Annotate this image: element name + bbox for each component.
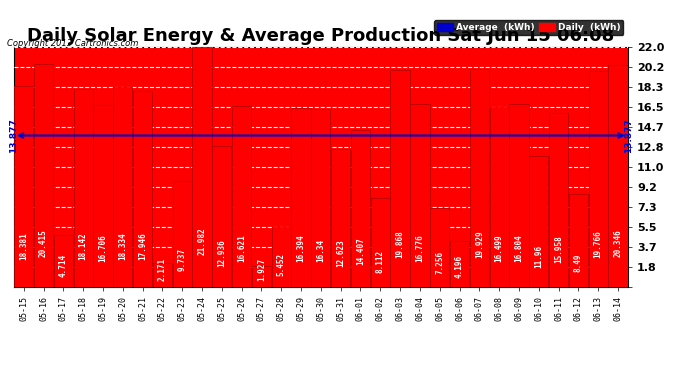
Bar — [489, 107, 509, 287]
Text: 17.946: 17.946 — [138, 232, 147, 260]
Text: 4.196: 4.196 — [455, 255, 464, 278]
Legend: Average  (kWh), Daily  (kWh): Average (kWh), Daily (kWh) — [434, 20, 623, 34]
Text: 20.346: 20.346 — [613, 229, 622, 257]
Text: 18.142: 18.142 — [79, 232, 88, 260]
Bar — [371, 198, 390, 287]
Text: 18.334: 18.334 — [118, 232, 127, 260]
Bar — [569, 194, 588, 287]
Text: 14.407: 14.407 — [356, 237, 365, 265]
Text: 19.766: 19.766 — [593, 230, 602, 258]
Text: 11.96: 11.96 — [534, 245, 543, 268]
Bar — [411, 104, 429, 287]
Bar — [74, 89, 92, 287]
Bar — [549, 113, 568, 287]
Bar — [509, 104, 529, 287]
Bar — [54, 236, 73, 287]
Text: 1.927: 1.927 — [257, 258, 266, 281]
Text: 4.714: 4.714 — [59, 254, 68, 278]
Bar — [430, 208, 449, 287]
Text: 8.49: 8.49 — [574, 254, 583, 273]
Bar — [589, 71, 608, 287]
Bar — [172, 181, 192, 287]
Text: 16.394: 16.394 — [297, 234, 306, 262]
Text: 19.868: 19.868 — [395, 230, 404, 258]
Text: 13.877: 13.877 — [624, 118, 633, 153]
Bar — [213, 146, 231, 287]
Text: 8.112: 8.112 — [376, 250, 385, 273]
Bar — [311, 109, 331, 287]
Text: 13.877: 13.877 — [9, 118, 18, 153]
Text: 16.34: 16.34 — [316, 239, 326, 262]
Bar — [470, 69, 489, 287]
Bar — [331, 149, 351, 287]
Text: 16.776: 16.776 — [415, 234, 424, 262]
Bar — [193, 47, 212, 287]
Title: Daily Solar Energy & Average Production Sat Jun 15 06:08: Daily Solar Energy & Average Production … — [27, 27, 615, 45]
Text: 20.415: 20.415 — [39, 229, 48, 257]
Bar — [391, 70, 410, 287]
Bar — [232, 105, 251, 287]
Text: 7.256: 7.256 — [435, 251, 444, 274]
Text: 2.171: 2.171 — [158, 258, 167, 281]
Bar — [272, 227, 291, 287]
Bar — [529, 156, 549, 287]
Bar — [34, 64, 53, 287]
Bar — [351, 130, 370, 287]
Text: 12.936: 12.936 — [217, 239, 226, 267]
Text: Copyright 2013 Cartronics.com: Copyright 2013 Cartronics.com — [7, 39, 138, 48]
Bar — [93, 105, 112, 287]
Bar — [113, 87, 132, 287]
Text: 16.706: 16.706 — [99, 234, 108, 262]
Text: 16.499: 16.499 — [495, 234, 504, 262]
Text: 18.381: 18.381 — [19, 232, 28, 260]
Bar — [152, 263, 172, 287]
Text: 16.804: 16.804 — [515, 234, 524, 262]
Bar — [291, 108, 310, 287]
Text: 21.982: 21.982 — [197, 227, 206, 255]
Text: 12.623: 12.623 — [336, 239, 345, 267]
Bar — [133, 91, 152, 287]
Text: 15.958: 15.958 — [554, 235, 563, 263]
Bar — [14, 86, 33, 287]
Bar — [252, 266, 271, 287]
Text: 5.452: 5.452 — [277, 254, 286, 276]
Bar — [609, 65, 628, 287]
Bar — [450, 241, 469, 287]
Text: 16.621: 16.621 — [237, 234, 246, 262]
Text: 9.737: 9.737 — [178, 248, 187, 271]
Text: 19.929: 19.929 — [475, 230, 484, 258]
